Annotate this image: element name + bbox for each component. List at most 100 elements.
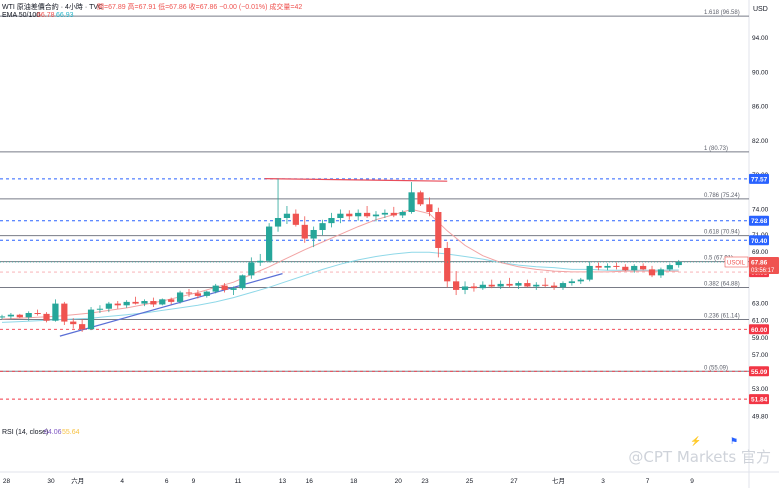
candle-body	[266, 226, 273, 261]
rsi-legend[interactable]: RSI (14, close)	[2, 429, 49, 436]
candle-body	[176, 292, 184, 302]
candle-body	[0, 316, 6, 318]
candle-body	[274, 218, 282, 227]
fib-level-label: 0.786 (75.24)	[704, 193, 740, 199]
candle-body	[105, 303, 112, 309]
price-badge-label: 55.09	[751, 369, 768, 376]
x-tick-label: 6	[165, 478, 169, 485]
candle-body	[337, 213, 344, 218]
y-tick-label: 69.00	[752, 249, 769, 256]
candle-body	[524, 283, 531, 287]
fib-level-label: 1.618 (96.58)	[704, 10, 740, 16]
candle-body	[61, 303, 68, 322]
candle-body	[497, 283, 504, 287]
current-price-label: 67.86	[751, 259, 768, 266]
candle-body	[310, 229, 317, 239]
lightning-icon[interactable]: ⚡	[690, 436, 702, 446]
y-tick-label: 61.00	[752, 318, 769, 325]
candle-body	[381, 212, 389, 215]
candle-body	[132, 301, 139, 304]
y-tick-label: 49.80	[752, 414, 769, 421]
x-tick-label: 27	[510, 478, 518, 485]
ema-legend[interactable]: EMA 50/100	[2, 12, 41, 19]
x-tick-label: 18	[350, 478, 358, 485]
x-tick-label: 13	[279, 478, 287, 485]
ema50-value: 66.78	[37, 12, 55, 19]
currency-label[interactable]: USD	[753, 6, 768, 13]
price-badge-label: 72.68	[751, 218, 768, 225]
candle-body	[283, 213, 291, 218]
flag-icon[interactable]: ⚑	[730, 436, 739, 446]
x-tick-label: 28	[3, 478, 11, 485]
y-tick-label: 53.00	[752, 386, 769, 393]
resistance-line	[264, 178, 448, 182]
ema50-line	[1, 208, 679, 320]
y-tick-label: 94.00	[752, 35, 769, 42]
candle-body	[79, 324, 86, 330]
current-price-badge	[749, 256, 779, 274]
x-tick-label: 4	[120, 478, 124, 485]
y-tick-label: 86.00	[752, 104, 769, 111]
symbol-badge-label: USOIL	[727, 260, 746, 266]
price-badge	[749, 173, 769, 184]
candle-body	[96, 308, 104, 310]
candle-body	[141, 301, 148, 304]
candle-body	[355, 212, 362, 217]
candle-body	[70, 321, 77, 325]
chart-title: WTI 原油差價合約 · 4小時 · TVC	[2, 4, 104, 11]
candle-body	[550, 285, 558, 288]
watermark: @CPT Markets 官方	[628, 448, 771, 466]
candle-body	[542, 284, 549, 286]
y-tick-label: 63.00	[752, 301, 769, 308]
x-tick-label: 20	[395, 478, 403, 485]
rsi-value-2: 55.64	[62, 429, 80, 436]
candle-body	[7, 314, 15, 317]
fib-level-label: 0.618 (70.94)	[704, 230, 740, 236]
x-tick-label: 7	[646, 478, 650, 485]
candle-body	[123, 301, 130, 306]
price-badge	[749, 366, 769, 377]
candle-body	[435, 212, 442, 248]
candle-body	[586, 265, 593, 280]
x-tick-label: 七月	[552, 476, 565, 485]
y-tick-label: 90.00	[752, 69, 769, 76]
price-badge	[749, 215, 769, 226]
candle-body	[25, 313, 32, 318]
candle-body	[595, 265, 602, 268]
x-tick-label: 3	[601, 478, 605, 485]
candle-body	[470, 286, 478, 289]
x-tick-label: 25	[466, 478, 474, 485]
x-tick-label: 11	[235, 478, 242, 485]
candle-body	[390, 212, 397, 216]
candle-body	[301, 224, 308, 239]
x-tick-label: 16	[306, 478, 314, 485]
y-tick-label: 59.00	[752, 335, 769, 342]
candle-body	[444, 247, 451, 282]
candle-body	[648, 269, 656, 276]
candle-body	[622, 266, 629, 271]
candle-body	[453, 281, 460, 290]
candle-body	[43, 313, 50, 321]
candle-body	[559, 283, 567, 288]
candle-body	[533, 284, 540, 287]
candle-body	[426, 204, 433, 213]
ema100-value: 66.93	[56, 12, 74, 19]
candle-body	[319, 223, 326, 230]
candle-body	[363, 212, 371, 217]
candle-body	[479, 284, 486, 289]
y-tick-label: 74.00	[752, 206, 769, 213]
candle-body	[328, 218, 335, 224]
ema100-line	[1, 251, 679, 323]
y-tick-label: 82.00	[752, 138, 769, 145]
x-tick-label: 9	[690, 478, 694, 485]
fib-level-label: 1 (80.73)	[704, 146, 728, 152]
candle-body	[488, 284, 495, 287]
fib-level-label: 0 (55.09)	[704, 365, 728, 371]
candle-body	[52, 303, 59, 321]
x-tick-label: 9	[192, 478, 196, 485]
candle-body	[577, 279, 584, 282]
candle-body	[221, 285, 228, 290]
candle-body	[230, 288, 237, 290]
